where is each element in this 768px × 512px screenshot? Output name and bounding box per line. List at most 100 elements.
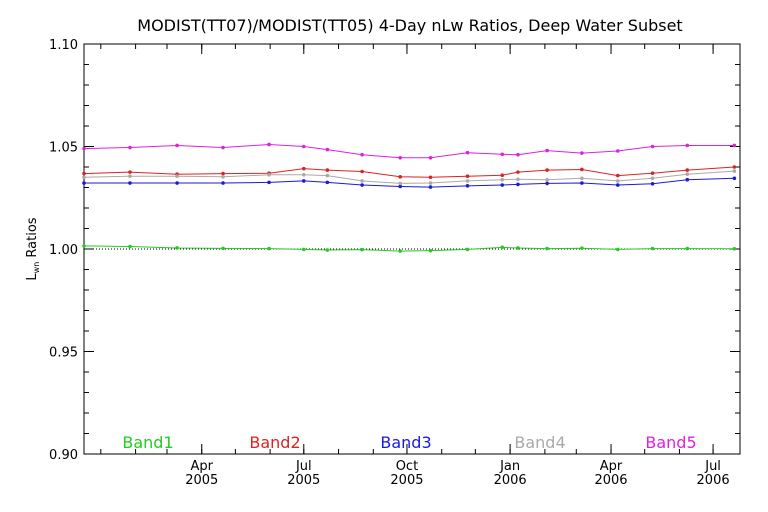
band3-point <box>428 185 433 189</box>
x-tick-month: Jan <box>499 459 520 474</box>
band2-point <box>516 170 520 174</box>
band4-point <box>398 181 403 186</box>
band5-point <box>545 148 549 153</box>
band2-point <box>221 171 225 176</box>
x-tick-year: 2006 <box>697 473 730 488</box>
band1-point <box>500 245 505 250</box>
band2-point <box>360 169 364 174</box>
band3-point <box>128 181 132 185</box>
legend-band3: Band3 <box>380 433 431 452</box>
legend-band4: Band4 <box>514 433 565 452</box>
band1-point <box>545 246 549 251</box>
band5-point <box>267 142 271 147</box>
band3-point <box>267 180 271 185</box>
band4-point <box>650 176 655 181</box>
band5-point <box>500 152 505 157</box>
band1-point <box>732 246 737 251</box>
band2-point <box>545 168 549 172</box>
y-axis-label: Lwn Ratios <box>25 217 41 280</box>
band1-point <box>465 247 470 252</box>
legend: Band1 Band2 Band3 Band4 Band5 <box>122 433 696 452</box>
band3-point <box>221 181 225 185</box>
y-tick-label: 0.95 <box>49 346 78 361</box>
band1-point <box>650 246 655 251</box>
x-tick-year: 2006 <box>494 473 527 488</box>
band4-point <box>175 174 179 179</box>
band1-point <box>360 247 364 252</box>
band2-point <box>650 171 655 175</box>
band1-point <box>82 244 86 248</box>
band2-point <box>615 173 620 178</box>
band2-point <box>465 174 470 179</box>
band4-point <box>500 177 505 182</box>
band4-point <box>545 177 549 182</box>
chart-title: MODIST(TT07)/MODIST(TT05) 4-Day nLw Rati… <box>137 16 682 35</box>
band3-point <box>82 181 86 185</box>
band2-point <box>428 175 433 180</box>
band4-point <box>267 172 271 177</box>
band5-point <box>685 143 690 148</box>
band1-point <box>301 247 306 252</box>
band1-point <box>175 246 179 250</box>
band2-point <box>398 175 403 179</box>
x-tick-month: Jul <box>704 459 721 474</box>
band1-point <box>615 247 620 252</box>
band5-point <box>128 145 132 150</box>
band1-point <box>685 246 690 251</box>
band4-point <box>325 173 330 178</box>
band5-point <box>82 146 86 151</box>
band1-point <box>267 246 271 251</box>
y-axis: 0.90 0.95 1.00 1.05 1.10 <box>49 38 740 463</box>
band3-point <box>398 184 403 189</box>
x-tick-month: Oct <box>396 459 418 474</box>
band5-line <box>83 143 735 159</box>
band4-point <box>516 177 520 182</box>
band3-point <box>615 183 620 187</box>
band4-point <box>465 179 470 183</box>
band1-point <box>221 246 225 251</box>
band5-point <box>175 143 179 148</box>
x-tick-year: 2005 <box>287 473 320 488</box>
band1-point <box>325 248 330 252</box>
band2-point <box>732 165 737 169</box>
band3-point <box>580 181 584 185</box>
band2-point <box>325 168 330 172</box>
x-tick-year: 2005 <box>390 473 423 488</box>
band4-point <box>221 175 225 179</box>
x-tick-year: 2006 <box>594 473 627 488</box>
band2-line <box>83 166 735 178</box>
band4-point <box>615 179 620 183</box>
band2-point <box>685 168 690 172</box>
band2-point <box>82 171 86 176</box>
x-tick-month: Apr <box>190 459 213 474</box>
band3-point <box>301 179 306 183</box>
x-axis: Apr2005Jul2005Oct2005Jan2006Apr2006Jul20… <box>100 44 730 488</box>
legend-band1: Band1 <box>122 433 173 452</box>
band5-point <box>732 143 737 148</box>
band3-point <box>500 183 505 187</box>
band1-point <box>398 249 403 253</box>
band4-point <box>128 174 132 179</box>
band4-point <box>301 172 306 177</box>
band1-point <box>580 246 584 250</box>
band5-point <box>465 150 470 155</box>
band5-point <box>398 155 403 160</box>
band2-point <box>500 173 505 177</box>
band1-point <box>128 244 132 249</box>
band5-point <box>301 144 306 149</box>
band4-point <box>360 179 364 183</box>
band3-point <box>516 182 520 187</box>
band1-point <box>428 248 433 253</box>
band2-point <box>128 170 132 174</box>
band5-point <box>360 152 364 157</box>
band3-point <box>175 181 179 185</box>
band3-point <box>685 177 690 182</box>
band3-point <box>650 182 655 186</box>
legend-band2: Band2 <box>249 433 300 452</box>
band5-point <box>221 145 225 150</box>
band4-point <box>82 175 86 180</box>
band5-point <box>615 149 620 153</box>
y-tick-label: 1.05 <box>49 141 78 156</box>
x-tick-month: Jul <box>295 459 312 474</box>
